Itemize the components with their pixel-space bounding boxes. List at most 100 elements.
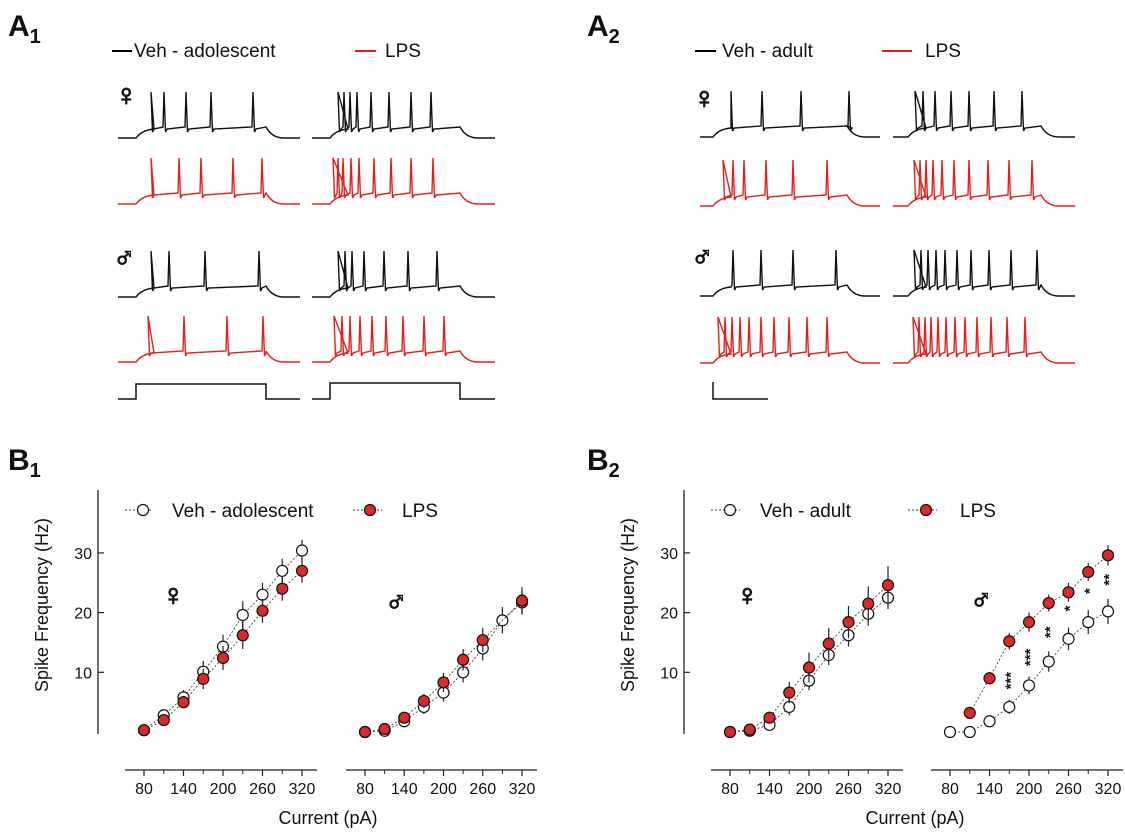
trace-a1-female-veh-low xyxy=(118,91,300,139)
lps-data-point xyxy=(417,694,430,708)
legend-b1-veh-label: Veh - adolescent xyxy=(172,501,314,522)
veh-data-point xyxy=(943,725,957,739)
trace-a2-female-lps-high xyxy=(893,159,1075,207)
lps-data-point xyxy=(822,637,835,650)
lps-data-point xyxy=(378,722,391,736)
stimulus-step-1 xyxy=(118,383,300,400)
panel-label-b2: B2 xyxy=(587,444,620,482)
x-tick-label: 200 xyxy=(796,781,823,798)
x-tick-label: 320 xyxy=(289,781,316,798)
lps-data-point xyxy=(358,725,372,739)
lps-data-point xyxy=(862,597,875,610)
y-tick-label: 30 xyxy=(660,546,678,563)
x-tick-label: 320 xyxy=(509,781,536,798)
lps-data-point xyxy=(1022,616,1036,629)
veh-data-point xyxy=(1003,700,1016,714)
lps-data-point xyxy=(515,594,529,607)
stimulus-step-2 xyxy=(312,382,495,400)
legend-b2-veh-label: Veh - adult xyxy=(760,501,852,522)
legend-b2-lps-label: LPS xyxy=(960,501,996,522)
legend-a1: Veh - adolescent LPS xyxy=(112,41,421,62)
x-tick-label: 140 xyxy=(170,781,197,798)
x-tick-label: 200 xyxy=(210,781,237,798)
significance-stars: * xyxy=(1062,605,1079,611)
x-tick-label: 320 xyxy=(1095,781,1122,798)
veh-data-point xyxy=(276,564,289,577)
lps-data-point xyxy=(881,579,895,592)
trace-a1-female-lps-high xyxy=(312,157,495,205)
voltage-traces xyxy=(118,90,1075,364)
lps-data-point xyxy=(295,564,309,577)
x-tick-label: 320 xyxy=(875,781,902,798)
x-tick-label: 140 xyxy=(391,781,418,798)
legend-b2: Veh - adult LPS xyxy=(711,501,996,522)
x-axis-title-b1: Current (pA) xyxy=(278,808,377,828)
trace-a2-male-lps-low xyxy=(700,316,880,364)
lps-data-point xyxy=(783,686,796,699)
lps-data-point xyxy=(802,661,816,674)
legend-b1: Veh - adolescent LPS xyxy=(125,501,438,522)
significance-stars: ** xyxy=(1101,574,1118,586)
x-tick-label: 260 xyxy=(469,781,496,798)
female-symbol-b2: ♀ xyxy=(736,579,759,612)
lps-data-point xyxy=(157,713,170,727)
trace-a2-female-veh-high xyxy=(893,90,1075,138)
y-tick-label: 20 xyxy=(660,606,678,623)
veh-data-point xyxy=(983,715,996,728)
lps-data-point xyxy=(457,653,470,666)
spike-frequency-charts: 10 20 30 80 140 200 260 320 80 140 200 260 320 10 20 30… xyxy=(74,490,1123,798)
lps-data-point xyxy=(963,706,976,719)
lps-data-point xyxy=(723,725,737,739)
x-tick-label: 80 xyxy=(721,781,739,798)
veh-data-point xyxy=(1082,616,1095,629)
lps-data-point xyxy=(197,672,210,685)
x-tick-label: 260 xyxy=(835,781,862,798)
veh-data-point xyxy=(236,608,249,622)
x-tick-label: 260 xyxy=(1055,781,1082,798)
stimulus-steps xyxy=(118,382,495,400)
chart-b2-male: 80 140 200 260 320************ xyxy=(931,545,1123,798)
lps-data-point xyxy=(398,711,411,724)
female-symbol-b1: ♀ xyxy=(162,579,185,612)
veh-data-point xyxy=(1042,655,1055,668)
female-symbol-a1: ♀ xyxy=(115,79,138,112)
legend-a2-lps-label: LPS xyxy=(925,41,961,62)
chart-b2-female: 10 20 30 80 140 200 260 320 xyxy=(660,490,903,798)
trace-a2-male-veh-low xyxy=(700,249,880,297)
lps-series-line xyxy=(969,554,1109,714)
x-tick-label: 140 xyxy=(976,781,1003,798)
male-symbol-a1: ♂ xyxy=(113,242,136,275)
lps-data-point xyxy=(1062,586,1075,599)
lps-data-point xyxy=(1003,635,1016,648)
panel-label-b1: B1 xyxy=(8,444,41,482)
significance-stars: ** xyxy=(1042,626,1059,638)
veh-data-point xyxy=(963,725,976,739)
lps-data-point xyxy=(137,724,151,737)
lps-data-point xyxy=(216,651,230,665)
lps-data-point xyxy=(276,582,289,595)
male-symbol-b2: ♂ xyxy=(970,584,993,617)
panel-label-a1: A1 xyxy=(8,10,41,48)
trace-a2-male-lps-high xyxy=(893,316,1075,364)
y-tick-label: 30 xyxy=(74,546,92,563)
x-tick-label: 260 xyxy=(249,781,276,798)
lps-data-point xyxy=(743,723,756,736)
lps-series-line xyxy=(729,584,889,733)
x-tick-label: 200 xyxy=(430,781,457,798)
trace-a2-female-lps-low xyxy=(700,159,880,207)
male-symbol-b1: ♂ xyxy=(385,586,408,619)
lps-data-point xyxy=(983,672,996,685)
y-tick-label: 10 xyxy=(74,665,92,682)
trace-a2-male-veh-high xyxy=(893,249,1075,297)
lps-data-point xyxy=(236,629,249,642)
lps-data-point xyxy=(476,633,489,647)
y-axis-title-b1: Spike Frequency (Hz) xyxy=(32,518,52,692)
veh-series-line xyxy=(143,550,303,731)
chart-b1-male: 80 140 200 260 320 xyxy=(346,586,537,798)
veh-data-point xyxy=(256,588,269,601)
lps-data-point xyxy=(437,676,450,689)
female-symbol-a2: ♀ xyxy=(693,82,716,115)
significance-stars: *** xyxy=(1002,672,1019,690)
x-tick-label: 80 xyxy=(941,781,959,798)
